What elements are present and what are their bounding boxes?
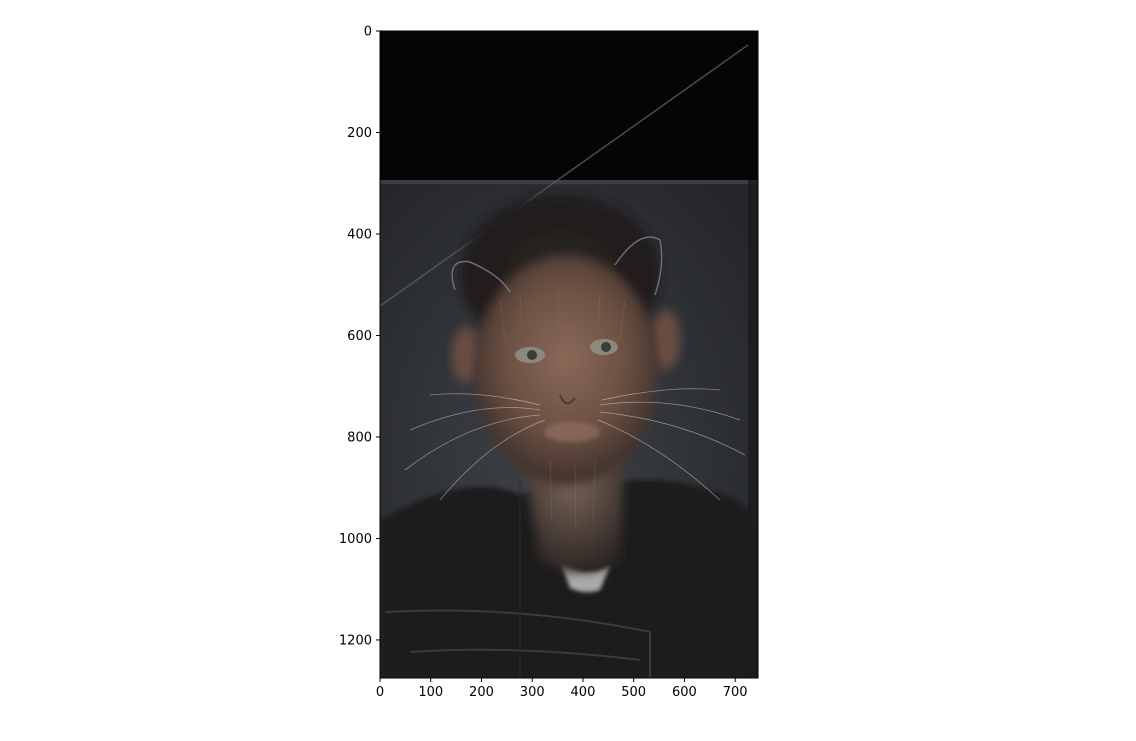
y-tick-label: 400 bbox=[347, 227, 372, 242]
x-tick-label: 700 bbox=[723, 685, 748, 700]
y-tick-label: 0 bbox=[364, 25, 372, 40]
x-tick-label: 300 bbox=[520, 685, 545, 700]
x-axis: 0 100 200 300 400 500 600 700 bbox=[376, 678, 748, 700]
x-tick-label: 200 bbox=[469, 685, 494, 700]
x-tick-label: 500 bbox=[621, 685, 646, 700]
plot-frame bbox=[379, 30, 759, 679]
y-axis: 0 200 400 600 800 1000 1200 bbox=[339, 25, 380, 648]
x-tick-label: 600 bbox=[672, 685, 697, 700]
x-tick-label: 400 bbox=[571, 685, 596, 700]
x-tick-label: 0 bbox=[376, 685, 384, 700]
y-tick-label: 1200 bbox=[339, 633, 372, 648]
y-tick-label: 1000 bbox=[339, 532, 372, 547]
x-tick-label: 100 bbox=[418, 685, 443, 700]
y-tick-label: 600 bbox=[347, 329, 372, 344]
hybrid-image bbox=[380, 31, 758, 678]
y-tick-label: 200 bbox=[347, 126, 372, 141]
y-tick-label: 800 bbox=[347, 430, 372, 445]
